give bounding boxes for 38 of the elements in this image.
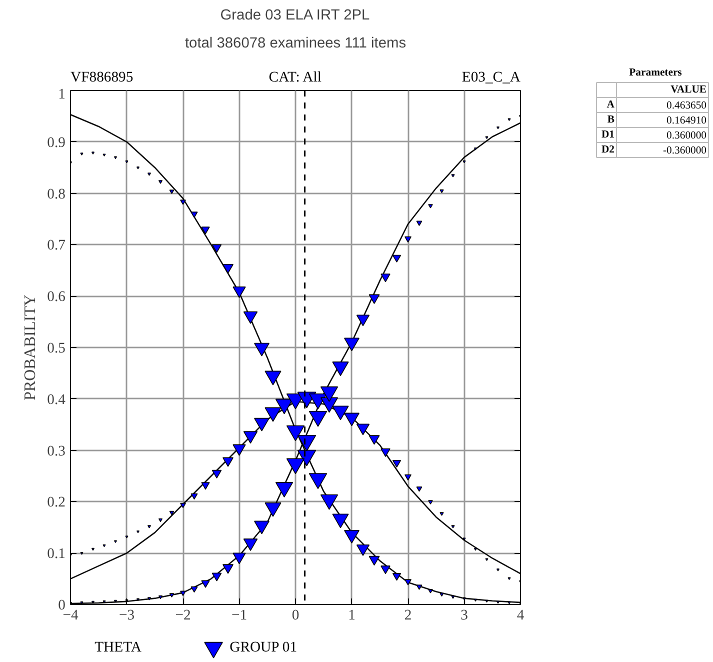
- category-label: B: [607, 114, 614, 126]
- y-tick-label: 0.6: [47, 289, 66, 306]
- text: 0.164910: [666, 116, 707, 126]
- legend-label: GROUP 01: [230, 640, 298, 656]
- y-tick-label: 0.4: [47, 392, 66, 408]
- text: CAT: All: [268, 69, 322, 86]
- x-tick-label: 0: [292, 608, 300, 624]
- text: VF886895: [70, 69, 134, 86]
- y-tick-label: 0: [58, 598, 66, 614]
- x-tick-label: −3: [118, 608, 135, 624]
- x-tick-label: 3: [460, 608, 468, 624]
- x-tick-label: −4: [62, 608, 79, 624]
- y-tick-label: 0.7: [47, 238, 66, 254]
- y-tick-label: 0.9: [47, 134, 66, 151]
- y-tick-label: 0.8: [47, 186, 66, 202]
- text: Parameters: [629, 68, 682, 78]
- text: 0.463650: [666, 100, 707, 112]
- text: VALUE: [670, 84, 707, 96]
- category-label: D1: [601, 130, 615, 140]
- chart-subtitle: total 386078 examinees 111 items: [184, 36, 406, 52]
- category-label: A: [606, 100, 615, 110]
- text: -0.360000: [662, 146, 707, 156]
- y-tick-label: 0.1: [47, 546, 66, 562]
- x-tick-label: 4: [516, 608, 525, 624]
- y-axis-title: PROBABILITY: [22, 294, 40, 400]
- y-tick-label: 0.2: [47, 494, 66, 511]
- text: 0.360000: [666, 130, 707, 142]
- text: E03_C_A: [462, 69, 521, 86]
- category-label: D2: [601, 144, 615, 156]
- y-tick-label: 0.5: [47, 340, 66, 356]
- x-axis-title: THETA: [94, 640, 142, 656]
- x-tick-label: −1: [231, 608, 248, 624]
- y-tick-label: 0.3: [47, 443, 66, 460]
- x-tick-label: 1: [348, 608, 356, 624]
- x-tick-label: 2: [404, 608, 412, 624]
- y-tick-label: 1: [58, 86, 66, 102]
- x-tick-label: −2: [175, 608, 191, 624]
- chart-title: Grade 03 ELA IRT 2PL: [220, 8, 370, 24]
